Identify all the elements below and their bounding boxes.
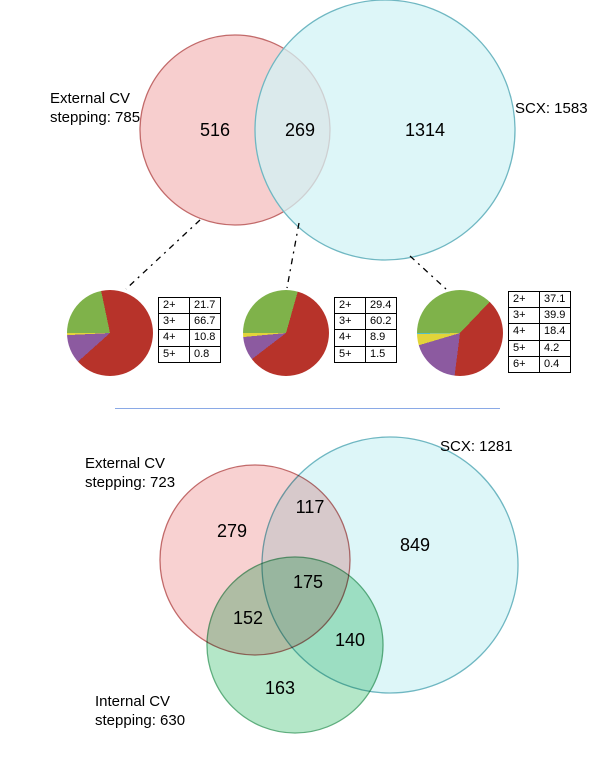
- pie-table-label: 5+: [509, 340, 540, 356]
- pie-table-label: 5+: [335, 346, 366, 362]
- pie-table-value: 0.8: [190, 346, 221, 362]
- pie-table-label: 2+: [335, 298, 366, 314]
- bottom-label-external: External CV stepping: 723: [85, 455, 175, 493]
- pie-table-value: 29.4: [366, 298, 397, 314]
- pie-table-value: 66.7: [190, 314, 221, 330]
- panel-divider: [115, 408, 500, 409]
- pie-table-label: 3+: [159, 314, 190, 330]
- pie-table-label: 3+: [509, 308, 540, 324]
- pie-table-label: 6+: [509, 356, 540, 372]
- bottom-value-ac: 152: [223, 608, 273, 629]
- bottom-value-only-c: 163: [255, 678, 305, 699]
- pie-table-label: 5+: [159, 346, 190, 362]
- figure-root: External CV stepping: 785 SCX: 1583 516 …: [0, 0, 605, 766]
- pie-table-label: 3+: [335, 314, 366, 330]
- pie-table-value: 21.7: [190, 298, 221, 314]
- bottom-value-only-a: 279: [207, 521, 257, 542]
- pie-table-value: 18.4: [540, 324, 571, 340]
- pie-table-value: 10.8: [190, 330, 221, 346]
- pie-table-label: 2+: [159, 298, 190, 314]
- bottom-label-scx: SCX: 1281: [440, 438, 513, 457]
- pie-table-value: 39.9: [540, 308, 571, 324]
- bottom-value-ab: 117: [285, 497, 335, 518]
- pie-table-left: 2+21.73+66.74+10.85+0.8: [158, 297, 221, 363]
- pie-table-value: 37.1: [540, 292, 571, 308]
- pie-table-value: 4.2: [540, 340, 571, 356]
- pie-table-value: 8.9: [366, 330, 397, 346]
- pie-table-right: 2+37.13+39.94+18.45+4.26+0.4: [508, 291, 571, 373]
- pie-table-middle: 2+29.43+60.24+8.95+1.5: [334, 297, 397, 363]
- pie-table-label: 4+: [509, 324, 540, 340]
- bottom-value-abc: 175: [283, 572, 333, 593]
- pie-table-value: 1.5: [366, 346, 397, 362]
- bottom-value-only-b: 849: [385, 535, 445, 556]
- pie-left: [67, 290, 153, 376]
- pie-middle: [243, 290, 329, 376]
- pie-table-label: 4+: [335, 330, 366, 346]
- bottom-label-internal: Internal CV stepping: 630: [95, 693, 185, 731]
- pie-right: [417, 290, 503, 376]
- pie-table-label: 4+: [159, 330, 190, 346]
- pie-table-value: 60.2: [366, 314, 397, 330]
- pie-table-label: 2+: [509, 292, 540, 308]
- pie-table-value: 0.4: [540, 356, 571, 372]
- bottom-value-bc: 140: [325, 630, 375, 651]
